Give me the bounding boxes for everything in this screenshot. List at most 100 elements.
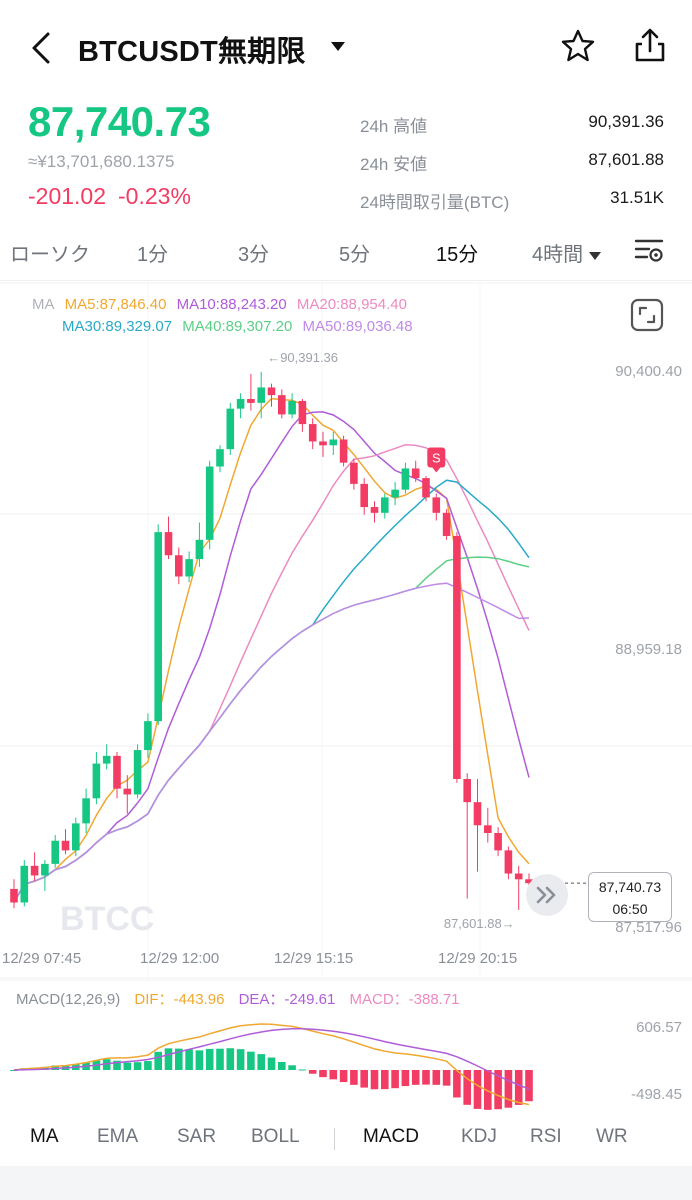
x-axis-label: 12/29 12:00 <box>140 950 219 967</box>
candle-body <box>473 802 482 826</box>
candle-body <box>514 873 523 880</box>
candle-body <box>51 840 59 864</box>
macd-histogram-bar <box>257 1054 265 1070</box>
indicator-sar[interactable]: SAR <box>177 1126 217 1147</box>
candle-body <box>463 779 471 803</box>
tab-15m[interactable]: 15分 <box>436 244 479 266</box>
macd-dea-line <box>13 1027 530 1090</box>
candle-body <box>411 468 420 479</box>
candle-body <box>278 395 286 415</box>
macd-legend: MACD(12,26,9) DIF：-443.96 DEA：-249.61 MA… <box>16 988 470 1009</box>
macd-histogram-bar <box>401 1070 410 1087</box>
candle-body <box>329 439 338 446</box>
page-title[interactable]: BTCUSDT無期限 <box>78 36 306 68</box>
candle-body <box>525 879 533 884</box>
tab-candle[interactable]: ローソク <box>10 244 90 266</box>
macd-histogram-bar <box>370 1070 379 1090</box>
tab-3m[interactable]: 3分 <box>238 244 270 266</box>
macd-histogram-bar <box>267 1057 276 1070</box>
macd-histogram-bar <box>494 1070 502 1110</box>
macd-histogram-bar <box>360 1070 368 1088</box>
caret-down-icon <box>589 251 602 260</box>
candle-body <box>391 489 399 498</box>
macd-params: MACD(12,26,9) <box>16 991 121 1008</box>
candle-body <box>226 408 235 450</box>
dea-value: DEA：-249.61 <box>238 991 336 1008</box>
macd-histogram-bar <box>10 1070 18 1071</box>
macd-histogram-bar <box>453 1070 461 1098</box>
indicator-kdj[interactable]: KDJ <box>461 1126 497 1147</box>
candle-body <box>288 400 296 415</box>
candle-body <box>123 788 132 795</box>
candle-body <box>504 850 513 874</box>
macd-histogram-bar <box>525 1070 533 1102</box>
candle-body <box>308 424 317 442</box>
macd-histogram-bar <box>473 1070 482 1109</box>
tab-4h[interactable]: 4時間 <box>532 238 602 267</box>
candle-body <box>144 721 152 751</box>
macd-histogram-bar <box>484 1070 492 1110</box>
macd-histogram-bar <box>226 1048 235 1070</box>
candle-body <box>422 478 430 498</box>
macd-histogram-bar <box>339 1070 348 1083</box>
indicator-wr[interactable]: WR <box>596 1126 628 1147</box>
candle-body <box>154 532 162 722</box>
macd-histogram-bar <box>144 1061 152 1070</box>
indicator-ma[interactable]: MA <box>30 1126 59 1147</box>
candlestick-chart[interactable]: BTCC 90,400.40 88,959.18 87,517.96 12/29 07:… <box>0 280 692 1110</box>
macd-histogram-bar <box>164 1048 173 1070</box>
candle-body <box>185 559 193 577</box>
candle-body <box>113 755 121 789</box>
x-axis-label: 12/29 15:15 <box>274 950 353 967</box>
macd-dif-line <box>13 1023 530 1106</box>
indicator-macd[interactable]: MACD <box>363 1126 419 1147</box>
candle-body <box>195 539 204 560</box>
ma-line-ma30 <box>13 479 530 903</box>
candle-body <box>72 823 80 851</box>
macd-histogram-bar <box>205 1048 214 1070</box>
macd-histogram-bar <box>442 1070 451 1086</box>
ma-legend-label: MA <box>32 296 55 313</box>
candle-body <box>298 400 307 425</box>
candle-body <box>247 399 255 403</box>
candle-body <box>10 888 18 903</box>
caret-down-icon[interactable] <box>328 38 348 56</box>
ma50-value: MA50:89,036.48 <box>302 318 413 335</box>
tab-1m[interactable]: 1分 <box>137 244 169 266</box>
candle-body <box>236 399 245 409</box>
fullscreen-icon[interactable] <box>630 298 664 332</box>
tab-5m[interactable]: 5分 <box>339 244 371 266</box>
scroll-to-latest-button[interactable] <box>526 874 568 916</box>
stat-volume: 24時間取引量(BTC) 31.51K <box>360 184 664 222</box>
macd-histogram-bar <box>308 1070 317 1074</box>
candle-body <box>370 507 379 513</box>
macd-histogram-bar <box>175 1048 183 1070</box>
candle-body <box>30 865 39 876</box>
chart-settings-icon[interactable] <box>634 236 664 264</box>
back-arrow-icon[interactable] <box>26 30 58 66</box>
share-icon[interactable] <box>630 26 670 66</box>
candle-body <box>175 555 183 577</box>
change-percent: -0.23% <box>118 183 191 209</box>
candle-body <box>205 466 214 540</box>
double-chevron-right-icon <box>536 886 556 904</box>
x-axis-label: 12/29 07:45 <box>2 950 81 967</box>
macd-histogram-bar <box>133 1062 142 1070</box>
indicator-ema[interactable]: EMA <box>97 1126 139 1147</box>
candle-body <box>61 840 70 851</box>
x-axis-label: 12/29 20:15 <box>438 950 517 967</box>
macd-histogram-bar <box>102 1059 111 1070</box>
indicator-rsi[interactable]: RSI <box>530 1126 562 1147</box>
macd-histogram-bar <box>216 1048 224 1070</box>
star-icon[interactable] <box>560 28 596 64</box>
stat-high: 24h 高値 90,391.36 <box>360 108 664 146</box>
macd-histogram-bar <box>123 1062 132 1070</box>
high-price-marker: ←90,391.36 <box>267 350 338 365</box>
y-axis-label: 90,400.40 <box>615 363 682 380</box>
top-bar: BTCUSDT無期限 <box>0 0 692 95</box>
tab-4h-label: 4時間 <box>532 244 584 266</box>
macd-histogram-bar <box>319 1070 327 1078</box>
indicator-boll[interactable]: BOLL <box>251 1126 300 1147</box>
macd-axis-label: 606.57 <box>636 1019 682 1036</box>
stat-label: 24時間取引量(BTC) <box>360 193 510 212</box>
